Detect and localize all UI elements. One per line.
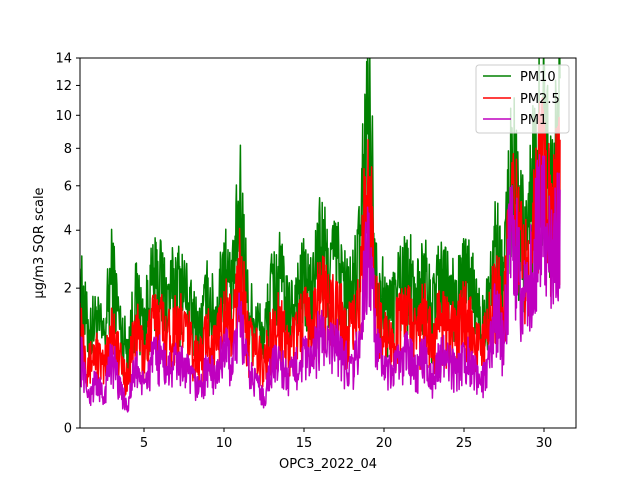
y-tick-label: 6 [64,179,72,194]
y-tick-label: 12 [55,79,72,94]
x-axis: 5 10 15 20 25 30 [140,428,552,451]
y-axis: 0 2 4 6 8 10 12 14 [55,52,80,437]
y-tick-label: 10 [55,109,72,124]
y-tick-label: 14 [55,52,72,67]
y-tick-label: 4 [64,224,72,239]
plot-frame [79,57,577,429]
legend-label-pm10: PM10 [520,70,556,85]
series-line-pm10 [80,58,561,380]
legend-label-pm1: PM1 [520,113,547,128]
x-tick-label: 10 [216,436,233,451]
x-tick-label: 15 [296,436,313,451]
y-tick-label: 0 [64,422,72,437]
legend: PM10 PM2.5 PM1 [475,64,570,134]
x-axis-label: OPC3_2022_04 [279,457,377,472]
series-line-pm1 [80,154,561,413]
x-tick-label: 5 [140,436,148,451]
x-tick-label: 20 [376,436,393,451]
series-line-pm25 [80,97,561,397]
y-axis-label: µg/m3 SQR scale [32,187,47,298]
y-tick-label: 8 [64,142,72,157]
y-tick-label: 2 [64,282,72,297]
legend-box [475,64,570,134]
series-layer [80,58,561,413]
legend-label-pm25: PM2.5 [520,92,560,107]
x-tick-label: 25 [456,436,473,451]
x-tick-label: 30 [536,436,553,451]
